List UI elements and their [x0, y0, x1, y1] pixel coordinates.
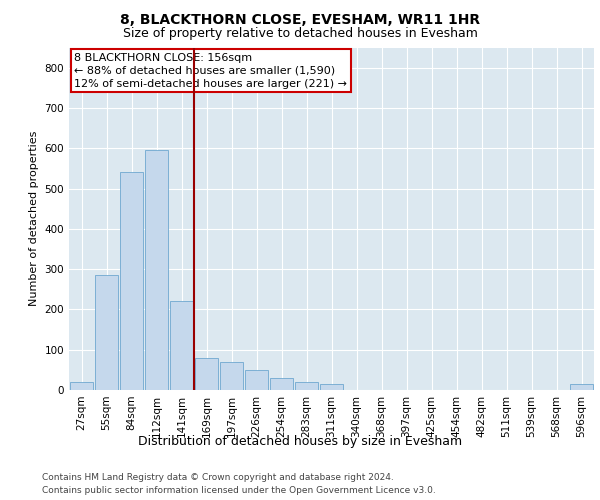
Bar: [245, 370, 268, 390]
Bar: [569, 384, 593, 390]
Bar: [194, 358, 218, 390]
Text: 8, BLACKTHORN CLOSE, EVESHAM, WR11 1HR: 8, BLACKTHORN CLOSE, EVESHAM, WR11 1HR: [120, 12, 480, 26]
Bar: [170, 302, 193, 390]
Bar: [295, 382, 319, 390]
Text: Contains public sector information licensed under the Open Government Licence v3: Contains public sector information licen…: [42, 486, 436, 495]
Text: Distribution of detached houses by size in Evesham: Distribution of detached houses by size …: [138, 435, 462, 448]
Text: Contains HM Land Registry data © Crown copyright and database right 2024.: Contains HM Land Registry data © Crown c…: [42, 472, 394, 482]
Bar: [220, 362, 244, 390]
Bar: [269, 378, 293, 390]
Y-axis label: Number of detached properties: Number of detached properties: [29, 131, 39, 306]
Text: 8 BLACKTHORN CLOSE: 156sqm
← 88% of detached houses are smaller (1,590)
12% of s: 8 BLACKTHORN CLOSE: 156sqm ← 88% of deta…: [74, 52, 347, 89]
Bar: [145, 150, 169, 390]
Bar: [320, 384, 343, 390]
Text: Size of property relative to detached houses in Evesham: Size of property relative to detached ho…: [122, 28, 478, 40]
Bar: [95, 275, 118, 390]
Bar: [119, 172, 143, 390]
Bar: [70, 382, 94, 390]
